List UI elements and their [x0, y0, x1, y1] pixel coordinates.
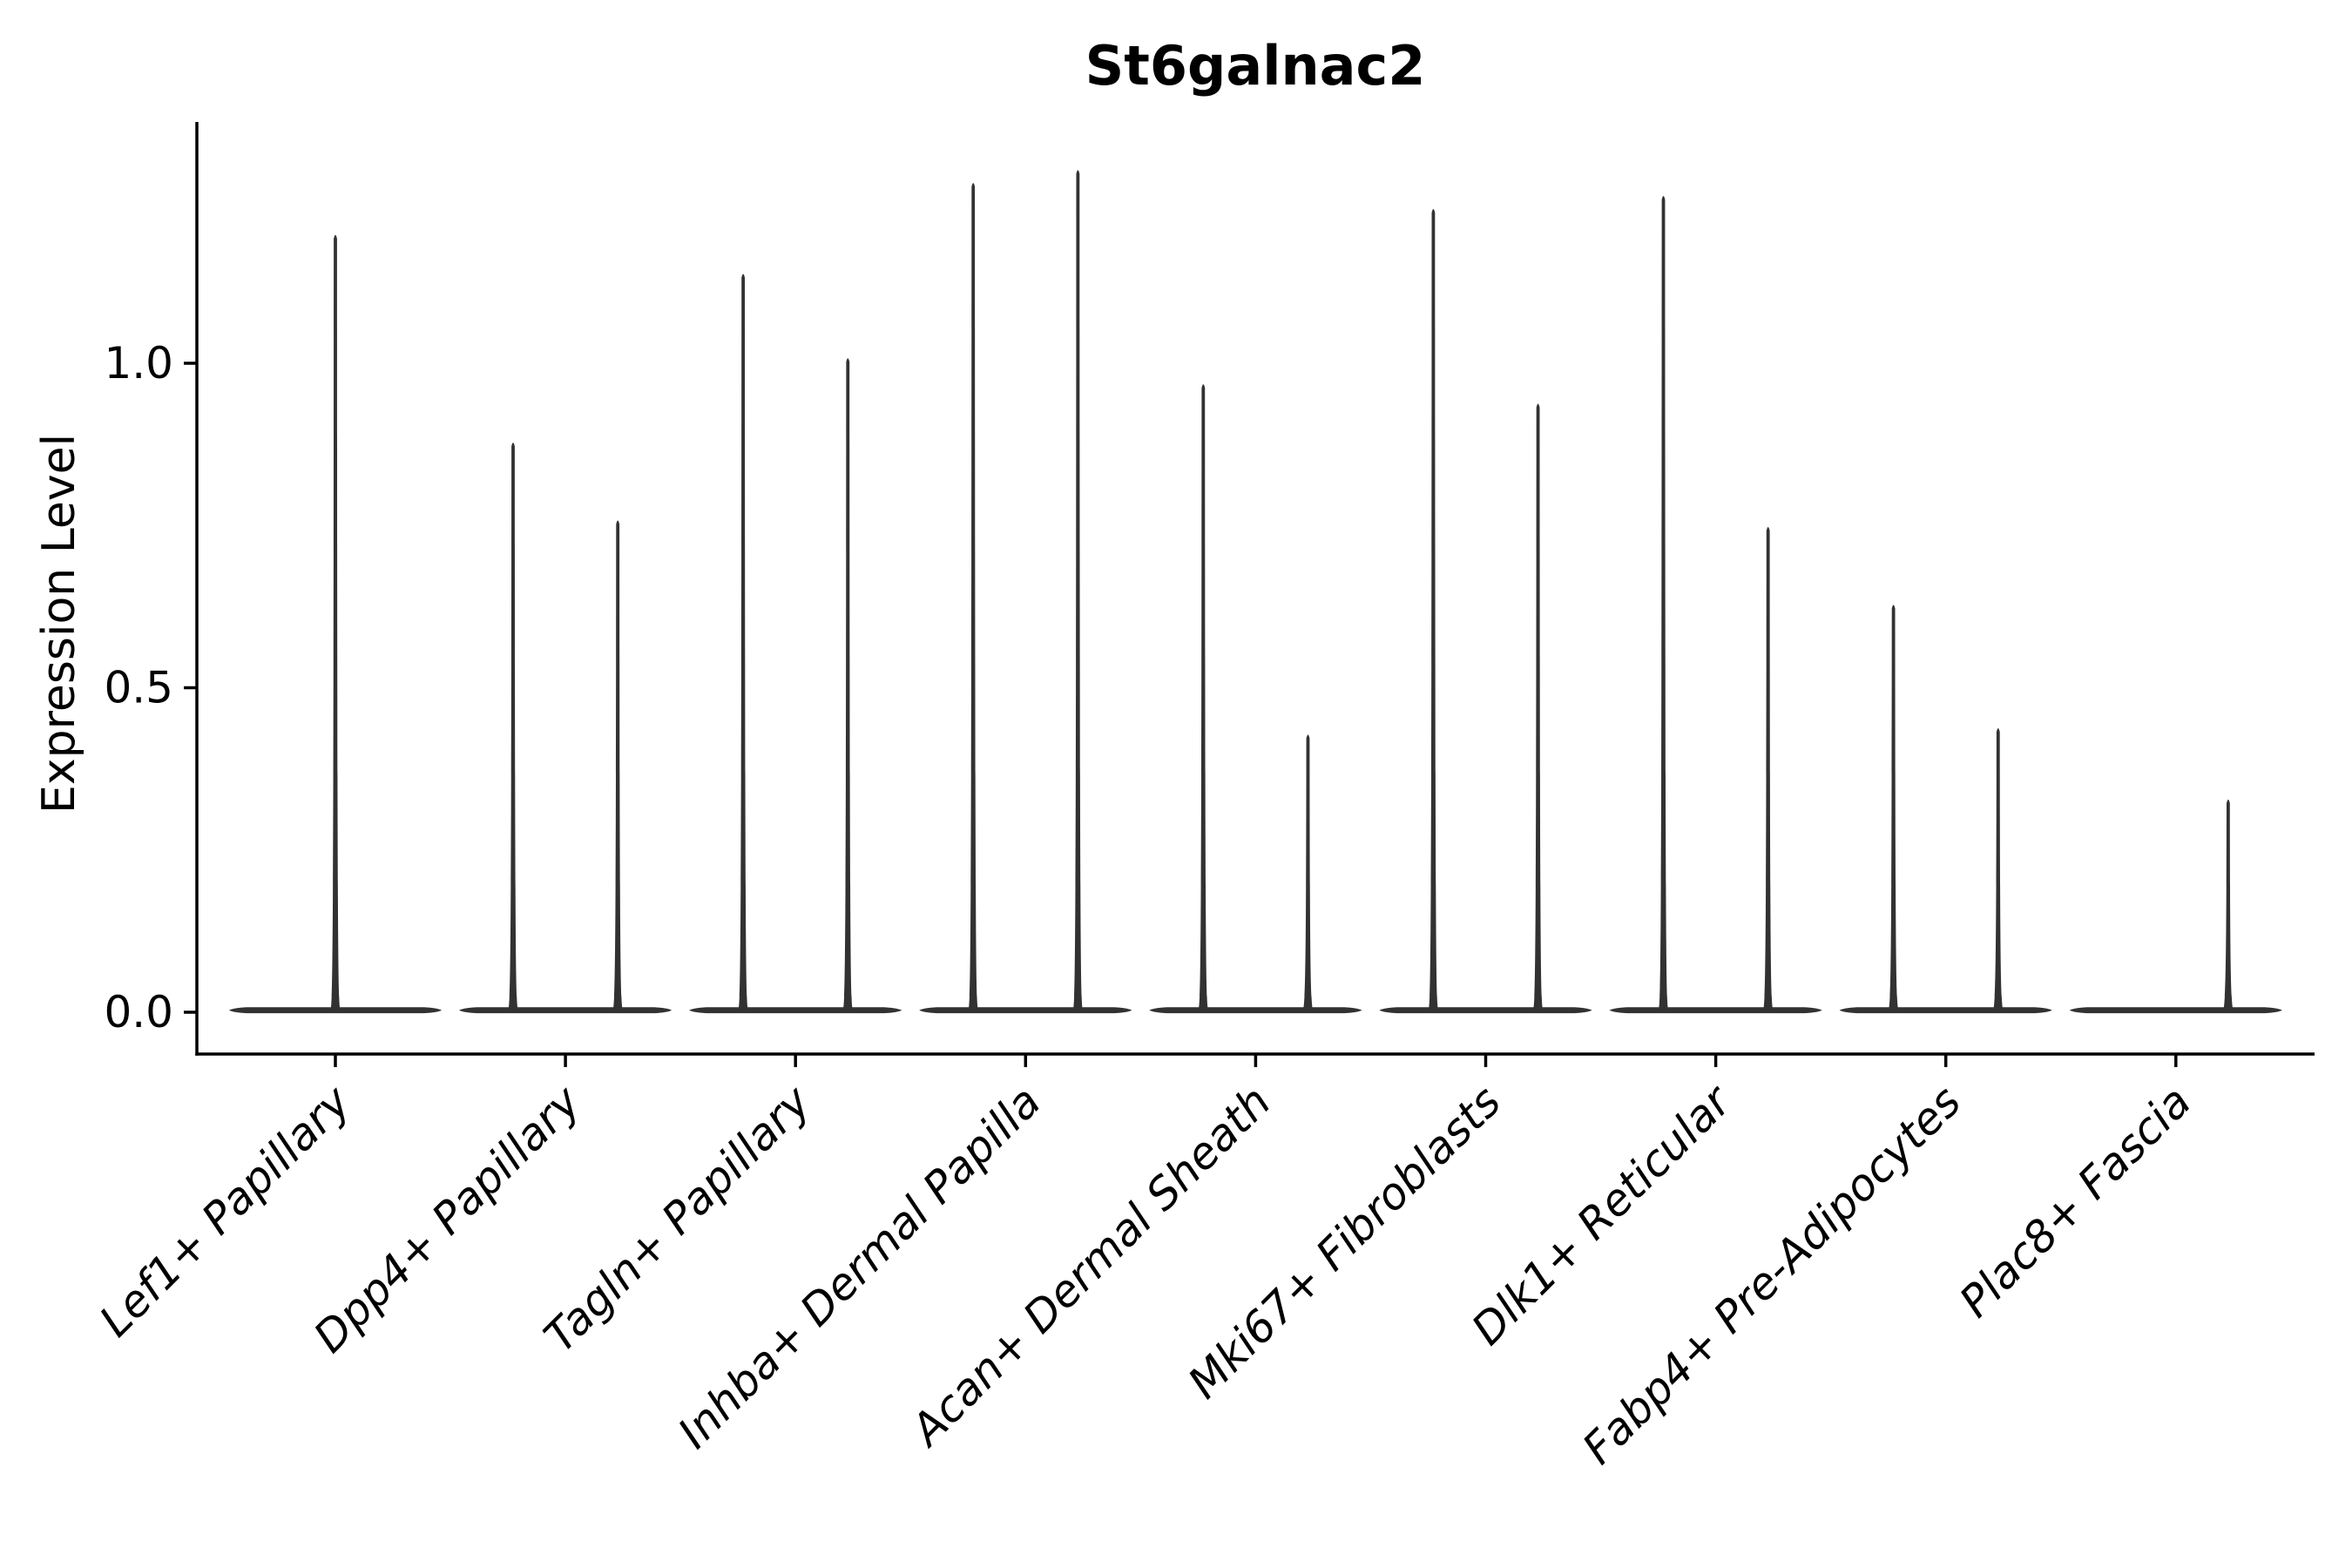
- violin-base: [1379, 1007, 1592, 1014]
- violin-spike: [612, 520, 623, 1010]
- violin-spike: [1659, 196, 1669, 1010]
- violin-spike: [1533, 403, 1544, 1010]
- violin-base: [689, 1007, 902, 1014]
- violin-spike: [330, 234, 341, 1010]
- violins-group: [229, 170, 2282, 1014]
- violin-spike: [842, 358, 853, 1010]
- violin-spike: [738, 274, 748, 1010]
- violin-spike: [508, 443, 518, 1010]
- x-tick-label: Plac8+ Fascia: [1950, 1076, 2200, 1327]
- violin-spike: [2223, 799, 2234, 1010]
- y-tick-label: 0.5: [104, 663, 173, 713]
- violin-base: [459, 1007, 672, 1014]
- violin-spike: [1889, 605, 1899, 1010]
- y-tick-label: 1.0: [104, 338, 173, 389]
- violin-spike: [1302, 734, 1313, 1010]
- violin-base: [919, 1007, 1132, 1014]
- violin-spike: [1993, 727, 2004, 1010]
- y-tick-label: 0.0: [104, 987, 173, 1037]
- chart-title: St6galnac2: [1085, 34, 1426, 98]
- violin-base: [1149, 1007, 1362, 1014]
- violin-spike: [968, 183, 978, 1010]
- violin-spike: [1072, 170, 1083, 1010]
- x-tick-label: Inhba+ Dermal Papilla: [668, 1076, 1050, 1457]
- y-axis-ticks: 0.0 0.5 1.0: [104, 338, 197, 1037]
- violin-base: [2069, 1007, 2282, 1014]
- violin-base: [1609, 1007, 1822, 1014]
- violin-spike: [1763, 527, 1774, 1010]
- x-tick-label: Lef1+ Papillary: [90, 1075, 361, 1346]
- violin-spike: [1428, 208, 1438, 1010]
- x-tick-label: Fabp4+ Pre-Adipocytes: [1573, 1076, 1971, 1474]
- violin-base: [1839, 1007, 2052, 1014]
- violin-spike: [1198, 384, 1208, 1010]
- y-axis-label: Expression Level: [33, 434, 85, 814]
